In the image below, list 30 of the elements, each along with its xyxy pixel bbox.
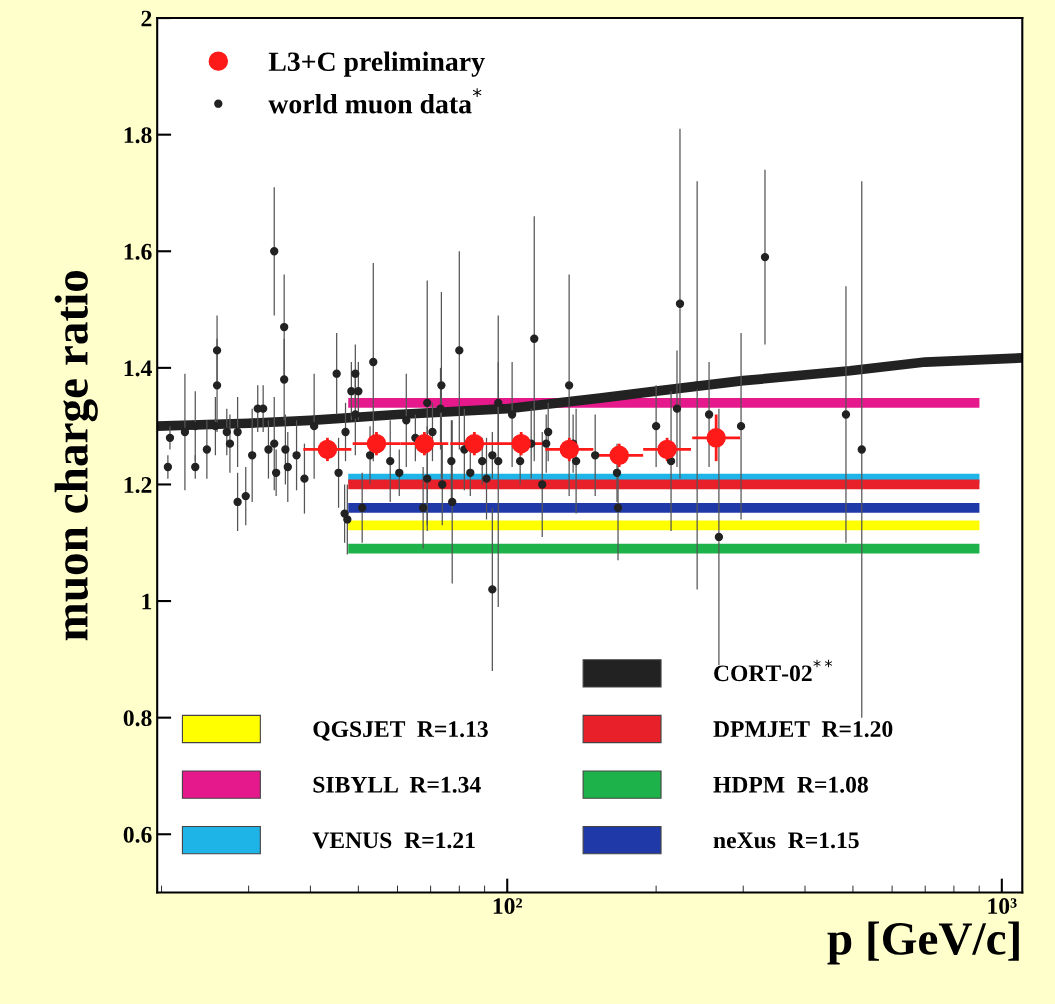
legend-label: L3+C preliminary: [268, 51, 485, 77]
y-tick-label: 1.2: [124, 477, 152, 493]
point: [706, 428, 726, 448]
x-tick-label: 10²: [493, 898, 523, 915]
point: [464, 433, 485, 454]
legend-label: QGSJET R=1.13: [313, 721, 488, 741]
point: [657, 439, 677, 460]
legend-label: CORT-02$^{**}$: [714, 659, 833, 682]
legend-label: DPMJET R=1.20: [713, 721, 893, 738]
point: [511, 433, 531, 454]
point: [317, 439, 338, 460]
point: [609, 445, 629, 466]
y-tick-label: 0.8: [123, 710, 152, 727]
legend-label: neXus R=1.15: [713, 832, 859, 849]
x-tick-label: 10³: [988, 898, 1017, 915]
legend-label: HDPM R=1.08: [713, 776, 868, 793]
legend-label: SIBYLL R=1.34: [313, 776, 481, 793]
y-tick-label: 2: [141, 10, 152, 27]
y-axis-title: muon charge ratio: [54, 270, 98, 641]
point: [366, 433, 387, 454]
legend-label: world muon data$^{*}$: [268, 88, 482, 114]
y-tick-label: 1: [142, 593, 152, 610]
y-tick-label: 1.6: [124, 243, 152, 260]
y-tick-label: 1.8: [124, 127, 152, 144]
legend-label: VENUS R=1.21: [312, 832, 475, 849]
point: [559, 439, 580, 460]
y-tick-label: 1.4: [124, 360, 152, 377]
y-tick-label: 0.6: [123, 826, 152, 843]
point: [414, 433, 435, 454]
x-axis-title: p [GeV/c]: [827, 921, 1019, 965]
